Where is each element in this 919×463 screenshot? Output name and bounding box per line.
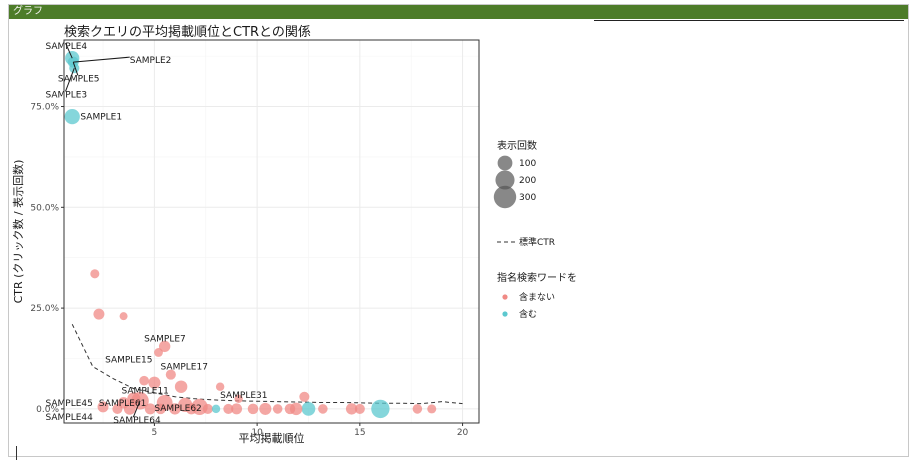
color-legend-title: 指名検索ワードを <box>497 271 577 284</box>
data-point <box>345 403 358 415</box>
graph-header-bar: グラフ <box>9 5 908 19</box>
data-point <box>112 403 123 414</box>
data-point <box>215 382 225 391</box>
data-point <box>169 403 181 415</box>
data-point <box>412 404 423 414</box>
x-tick-label: 20 <box>457 428 469 438</box>
data-point <box>174 380 188 393</box>
y-axis-label: CTR (クリック数 / 表示回数) <box>11 160 25 304</box>
scatter-chart: 検索クエリの平均掲載順位とCTRとの関係 SAMPLE4 SAMPLE2 SAMPLE… <box>11 24 577 445</box>
graph-header-title: グラフ <box>13 6 43 17</box>
size-legend-key <box>493 185 517 209</box>
point-label: SAMPLE15 <box>105 356 152 366</box>
color-legend-label: 含む <box>519 308 537 320</box>
data-point <box>371 399 390 419</box>
size-legend-title: 表示回数 <box>497 139 537 152</box>
color-legend-key <box>502 294 508 300</box>
size-legend-label: 300 <box>519 193 536 203</box>
y-tick-label: 25.0% <box>30 304 59 314</box>
point-label: SAMPLE62 <box>154 404 201 414</box>
point-label: SAMPLE2 <box>130 56 172 66</box>
point-label: SAMPLE64 <box>113 416 161 426</box>
label-leader-line <box>65 42 73 59</box>
data-point <box>301 402 316 416</box>
point-label: SAMPLE11 <box>122 387 169 397</box>
data-point <box>148 376 161 389</box>
data-point <box>127 392 141 406</box>
data-point <box>299 391 310 402</box>
color-legend-key <box>502 311 508 317</box>
size-legend-key <box>497 155 513 171</box>
x-tick-label: 5 <box>152 428 158 438</box>
size-legend-label: 100 <box>519 159 536 169</box>
data-point <box>354 403 365 414</box>
data-point <box>119 312 128 321</box>
point-label: SAMPLE3 <box>46 90 88 100</box>
line-legend-label: 標準CTR <box>519 236 555 248</box>
point-label: SAMPLE7 <box>144 334 186 344</box>
data-point <box>185 403 197 415</box>
data-point <box>154 348 163 357</box>
label-leader-line <box>65 68 75 92</box>
point-label: SAMPLE5 <box>58 74 100 84</box>
color-legend-label: 含まない <box>519 291 555 303</box>
chart-title: 検索クエリの平均掲載順位とCTRとの関係 <box>64 24 311 40</box>
plot-panel-border <box>63 39 480 424</box>
point-label: SAMPLE44 <box>46 413 94 423</box>
data-point <box>284 403 296 415</box>
point-label: SAMPLE17 <box>161 363 208 373</box>
header-divider <box>594 20 904 21</box>
size-legend-label: 200 <box>519 176 536 186</box>
trend-line-standard-ctr <box>71 324 463 405</box>
data-point <box>427 404 437 414</box>
x-tick-label: 10 <box>251 428 263 438</box>
data-point <box>165 369 176 380</box>
data-point <box>234 394 243 404</box>
data-point <box>97 401 109 413</box>
x-axis-label: 平均掲載順位 <box>239 431 305 445</box>
point-label: SAMPLE45 <box>46 399 93 409</box>
label-leader-line <box>132 400 141 418</box>
data-point <box>93 308 105 320</box>
plot-panel <box>64 40 479 423</box>
data-point <box>202 403 213 414</box>
data-point <box>155 403 166 415</box>
point-label: SAMPLE61 <box>99 399 146 409</box>
y-tick-label: 75.0% <box>30 103 59 113</box>
data-point <box>144 403 156 415</box>
y-tick-label: 0.0% <box>36 405 59 415</box>
data-point <box>272 404 283 414</box>
label-leader-line <box>72 62 79 76</box>
data-point <box>223 403 234 414</box>
label-leader-line <box>73 56 130 63</box>
data-point <box>139 375 149 386</box>
data-point <box>211 404 221 414</box>
x-tick-label: 15 <box>354 428 365 438</box>
data-point <box>64 108 80 125</box>
data-point <box>158 340 171 353</box>
point-label: SAMPLE31 <box>220 391 267 401</box>
size-legend-key <box>495 170 515 190</box>
data-point <box>318 404 328 414</box>
y-tick-label: 50.0% <box>30 203 59 213</box>
data-point <box>90 269 100 279</box>
data-point <box>259 402 272 415</box>
text-cursor <box>16 446 17 460</box>
data-point <box>247 403 259 415</box>
graph-panel: グラフ 検索クエリの平均掲載順位とCTRとの関係 SAMPLE4 SAMPLE2 SA… <box>8 4 909 457</box>
point-label: SAMPLE1 <box>80 113 122 123</box>
point-label: SAMPLE4 <box>46 42 88 52</box>
data-point <box>231 403 243 415</box>
